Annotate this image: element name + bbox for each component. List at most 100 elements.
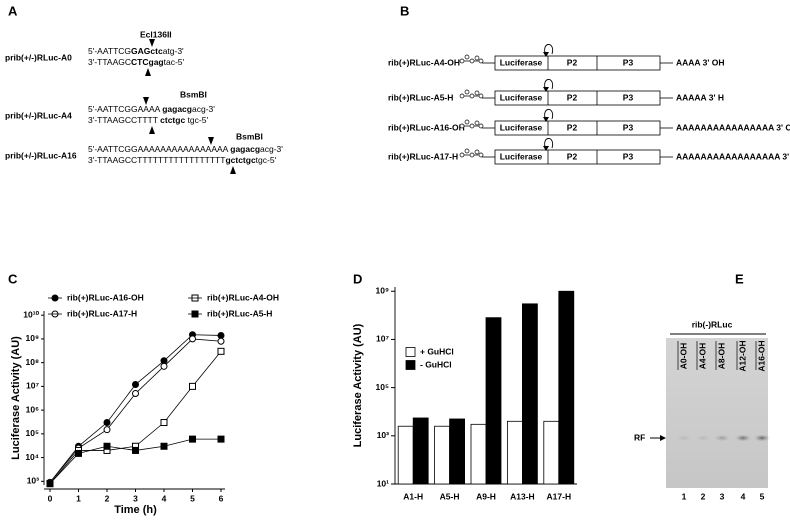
cloverleaf xyxy=(478,123,484,129)
marker xyxy=(160,419,168,427)
poly-a-tail: AAAAA 3' H xyxy=(676,92,724,102)
orf-label: Luciferase xyxy=(500,57,543,67)
lane-label: A0-OH xyxy=(678,343,688,369)
sequence: 3'-TTAAGCCTTTT ctctgc tgc-5' xyxy=(88,115,208,125)
orf-label: P2 xyxy=(567,122,578,132)
cut-arrow xyxy=(208,137,214,145)
marker xyxy=(189,335,196,343)
sequence-segment: 5'-AATTCG xyxy=(88,46,131,56)
orf-label: P2 xyxy=(567,151,578,161)
sequence: 3'-TTAAGCCTTTTTTTTTTTTTTTTTgctctgctgc-5' xyxy=(88,155,277,165)
enzyme-name: BsmBI xyxy=(236,131,263,141)
sequence-segment: GAGctc xyxy=(131,46,163,56)
bar xyxy=(543,420,560,485)
poly-a-tail: AAAAAAAAAAAAAAAA 3' OH xyxy=(676,122,790,132)
orf-label: P2 xyxy=(567,57,578,67)
cloverleaf xyxy=(464,89,470,95)
sequence: 5'-AATTCGGAAAAAAAAAAAAAAAA gagacgacg-3' xyxy=(88,144,283,154)
construct-name: rib(+)RLuc-A16-OH xyxy=(388,122,465,132)
marker xyxy=(132,446,139,454)
poly-a-tail: AAAA 3' OH xyxy=(676,57,724,67)
cloverleaf xyxy=(474,149,480,155)
orf-label: P3 xyxy=(623,92,634,102)
construct-name: rib(+)RLuc-A4-OH xyxy=(388,57,460,67)
lane-label: A8-OH xyxy=(716,343,726,369)
gel-band xyxy=(695,434,711,442)
lane-label: A12-OH xyxy=(737,340,747,371)
sequence-segment: gctctgc xyxy=(225,155,256,165)
x-tick-label: 1 xyxy=(76,493,81,503)
x-tick-label: 5 xyxy=(190,493,195,503)
bar xyxy=(470,423,487,485)
poly-a-tail: AAAAAAAAAAAAAAAAA 3' H xyxy=(676,151,790,161)
cloverleaf xyxy=(478,58,484,64)
marker xyxy=(103,419,111,427)
sequence: 5'-AATTCGGAGctcatg-3' xyxy=(88,46,184,56)
panel-label: C xyxy=(8,271,18,286)
orf-label: Luciferase xyxy=(500,92,543,102)
y-tick-label: 10³ xyxy=(27,476,39,486)
orf-label: P3 xyxy=(623,57,634,67)
panel-label: B xyxy=(400,3,409,18)
cloverleaf xyxy=(469,152,475,158)
x-tick-label: 3 xyxy=(133,493,138,503)
lane-label: A4-OH xyxy=(697,343,707,369)
bar xyxy=(412,417,429,485)
band-arrow xyxy=(660,435,666,441)
orf-label: P3 xyxy=(623,122,634,132)
legend-label: rib(+)RLuc-A17-H xyxy=(67,308,137,318)
orf-label: Luciferase xyxy=(500,151,543,161)
construct-name: rib(+)RLuc-A5-H xyxy=(388,92,453,102)
construct-name: prib(+/-)RLuc-A0 xyxy=(5,52,72,62)
marker xyxy=(189,435,196,443)
x-tick-label: A1-H xyxy=(403,491,423,501)
cut-arrow xyxy=(149,126,155,134)
gel-title: rib(-)RLuc xyxy=(692,319,733,329)
x-tick-label: 0 xyxy=(48,493,53,503)
panel-label: D xyxy=(353,271,362,286)
sequence-segment: 5'-AATTCGGAAAAAAAAAAAAAAAA xyxy=(88,144,230,154)
lane-number: 5 xyxy=(760,491,765,501)
enzyme-name: Ecl136II xyxy=(140,29,172,39)
bar xyxy=(485,317,502,485)
sequence-segment: tgc-5' xyxy=(185,115,208,125)
x-tick-label: A13-H xyxy=(510,491,535,501)
lane-number: 3 xyxy=(720,491,725,501)
y-tick-label: 10⁶ xyxy=(26,404,39,414)
legend-label: + GuHCl xyxy=(420,346,454,356)
bar xyxy=(522,303,538,485)
cloverleaf xyxy=(474,120,480,126)
marker xyxy=(217,331,225,339)
legend-label: rib(+)RLuc-A16-OH xyxy=(67,292,144,302)
orf-label: P3 xyxy=(623,151,634,161)
sequence-segment: CTCgag xyxy=(131,57,164,67)
sequence-segment: 3'-TTAAGCCTTTT xyxy=(88,115,160,125)
enzyme-name: BsmBI xyxy=(180,89,207,99)
bar xyxy=(506,420,523,485)
x-tick-label: A17-H xyxy=(547,491,572,501)
marker xyxy=(132,381,139,389)
series-line xyxy=(49,351,222,484)
cloverleaf xyxy=(474,55,480,61)
lane-number: 4 xyxy=(741,491,746,501)
cleavage-arrow xyxy=(543,52,549,57)
cut-arrow xyxy=(143,97,149,105)
marker xyxy=(46,480,54,488)
y-tick-label: 10⁹ xyxy=(376,285,390,295)
panel-label: A xyxy=(8,3,18,18)
legend-swatch xyxy=(405,347,416,357)
x-tick-label: 2 xyxy=(105,493,110,503)
panel-label: E xyxy=(735,271,744,286)
sequence-segment: ctctgc xyxy=(160,115,185,125)
orf-label: Luciferase xyxy=(500,122,543,132)
sequence-segment: acg-3' xyxy=(192,104,215,114)
cloverleaf xyxy=(459,123,465,129)
x-tick-label: A9-H xyxy=(476,491,496,501)
marker xyxy=(132,390,139,398)
bar xyxy=(434,425,451,485)
cloverleaf xyxy=(478,93,484,99)
x-tick-label: 4 xyxy=(162,493,167,503)
sequence-segment: tac-5' xyxy=(164,57,185,67)
lane-label: A16-OH xyxy=(756,340,766,371)
